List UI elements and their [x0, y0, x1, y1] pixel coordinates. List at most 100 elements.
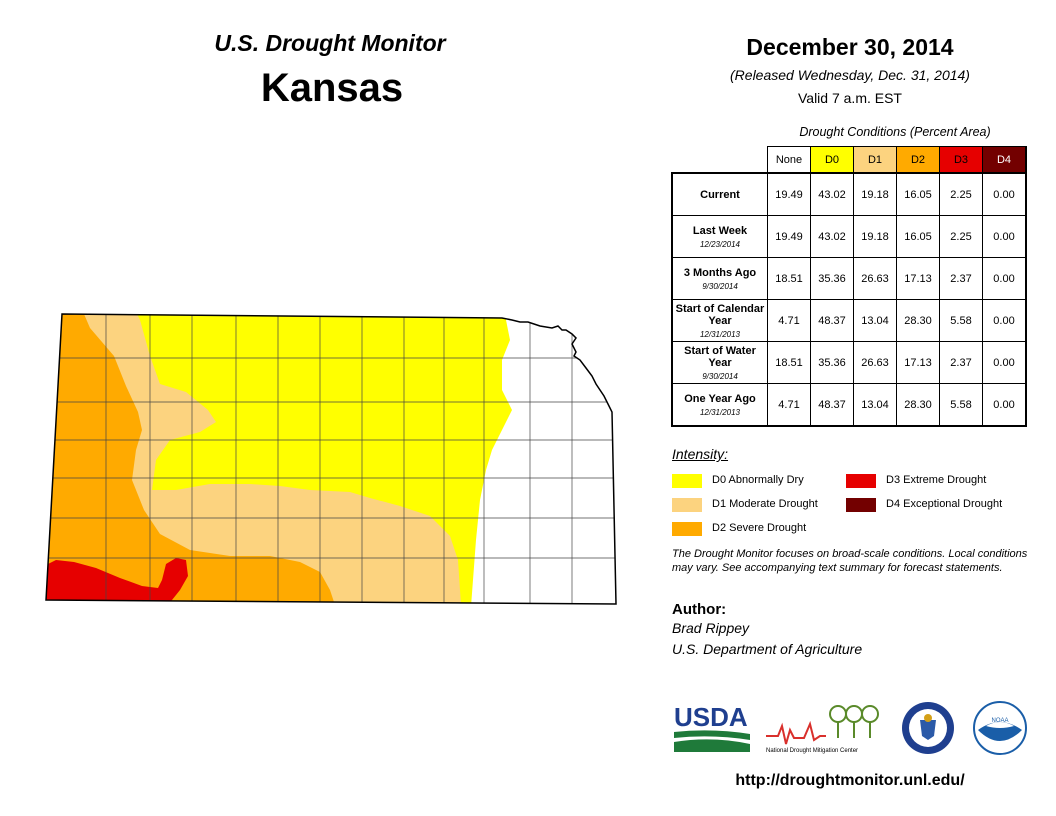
table-row: 3 Months Ago 9/30/2014 18.51 35.36 26.63 17.1… [671, 257, 1027, 300]
table-cell: 35.36 [810, 341, 854, 384]
row-label-text: Start of Water Year [684, 344, 756, 369]
table-cell: 0.00 [982, 172, 1027, 216]
usda-logo: USDA [674, 702, 750, 752]
table-cell: 4.71 [767, 383, 811, 427]
row-label-text: Current [700, 188, 740, 201]
table-cell: 28.30 [896, 299, 940, 342]
table-row: Start of Water Year 9/30/2014 18.51 35.36 26… [671, 341, 1027, 384]
table-cell: 2.37 [939, 341, 983, 384]
row-date: 12/31/2013 [699, 407, 741, 417]
column-header-d0: D0 [810, 146, 854, 174]
map-d2-area [46, 314, 340, 604]
author-org: U.S. Department of Agriculture [672, 641, 863, 657]
table-cell: 48.37 [810, 299, 854, 342]
table-cell: 35.36 [810, 257, 854, 300]
row-label: Start of Water Year 9/30/2014 [671, 341, 768, 384]
table-cell: 0.00 [982, 341, 1027, 384]
noaa-logo: NOAA [973, 701, 1027, 755]
table-cell: 2.25 [939, 215, 983, 258]
valid-time: Valid 7 a.m. EST [797, 90, 902, 106]
row-label: 3 Months Ago 9/30/2014 [671, 257, 768, 300]
row-label-text: One Year Ago [684, 392, 756, 405]
legend-swatch [846, 474, 876, 488]
table-cell: 0.00 [982, 257, 1027, 300]
legend-label: D2 Severe Drought [712, 522, 807, 534]
legend-label: D3 Extreme Drought [886, 474, 987, 486]
release-date: (Released Wednesday, Dec. 31, 2014) [730, 67, 970, 83]
author-heading: Author: [672, 601, 727, 618]
row-label: Last Week 12/23/2014 [671, 215, 768, 258]
table-cell: 26.63 [853, 257, 897, 300]
table-cell: 13.04 [853, 383, 897, 427]
row-label-text: Start of Calendar Year [675, 302, 765, 327]
row-date: 12/23/2014 [699, 239, 741, 249]
table-cell: 19.49 [767, 172, 811, 216]
row-label: One Year Ago 12/31/2013 [671, 383, 768, 427]
table-cell: 2.37 [939, 257, 983, 300]
table-cell: 0.00 [982, 299, 1027, 342]
table-cell: 43.02 [810, 215, 854, 258]
row-date: 12/31/2013 [699, 329, 741, 339]
noaa-logo-text: NOAA [991, 718, 1008, 724]
table-cell: 13.04 [853, 299, 897, 342]
table-caption: Drought Conditions (Percent Area) [799, 125, 991, 139]
map-d3-area [46, 558, 188, 604]
table-cell: 4.71 [767, 299, 811, 342]
table-cell: 48.37 [810, 383, 854, 427]
doc-seal-icon [902, 702, 954, 754]
legend-swatch [672, 498, 702, 512]
map-date: December 30, 2014 [746, 34, 954, 60]
county-grid [46, 314, 616, 604]
legend-label: D1 Moderate Drought [712, 498, 818, 510]
table-cell: 17.13 [896, 257, 940, 300]
row-label: Start of Calendar Year 12/31/2013 [671, 299, 768, 342]
table-cell: 19.18 [853, 215, 897, 258]
row-label-text: 3 Months Ago [683, 266, 757, 279]
table-row: Last Week 12/23/2014 19.49 43.02 19.18 16.05 2… [671, 215, 1027, 258]
legend-label: D0 Abnormally Dry [712, 474, 804, 486]
ndmc-logo: National Drought Mitigation Center [766, 705, 879, 754]
table-cell: 16.05 [896, 215, 940, 258]
legend-swatch [846, 498, 876, 512]
table-cell: 18.51 [767, 341, 811, 384]
table-cell: 26.63 [853, 341, 897, 384]
table-cell: 0.00 [982, 383, 1027, 427]
table-cell: 0.00 [982, 215, 1027, 258]
column-header-d4: D4 [982, 146, 1027, 174]
map-subtitle: U.S. Drought Monitor [214, 30, 446, 56]
row-date: 9/30/2014 [702, 371, 738, 381]
table-cell: 2.25 [939, 172, 983, 216]
column-header-none: None [767, 146, 811, 174]
table-cell: 19.18 [853, 172, 897, 216]
author-name: Brad Rippey [672, 620, 750, 636]
column-header-d3: D3 [939, 146, 983, 174]
kansas-drought-map [45, 313, 617, 605]
legend-title: Intensity: [672, 446, 729, 462]
column-header-d1: D1 [853, 146, 897, 174]
website-url[interactable]: http://droughtmonitor.unl.edu/ [735, 772, 965, 789]
table-row: Start of Calendar Year 12/31/2013 4.71 48.3… [671, 299, 1027, 342]
ndmc-logo-text: National Drought Mitigation Center [766, 748, 858, 754]
table-cell: 18.51 [767, 257, 811, 300]
row-label: Current [671, 172, 768, 216]
table-cell: 16.05 [896, 172, 940, 216]
table-corner [672, 147, 768, 174]
column-header-d2: D2 [896, 146, 940, 174]
table-cell: 17.13 [896, 341, 940, 384]
table-cell: 5.58 [939, 383, 983, 427]
table-cell: 28.30 [896, 383, 940, 427]
legend-label: D4 Exceptional Drought [886, 498, 1003, 510]
state-title: Kansas [260, 66, 404, 110]
row-label-text: Last Week [692, 224, 748, 237]
table-cell: 43.02 [810, 172, 854, 216]
legend-swatch [672, 522, 702, 536]
row-date: 9/30/2014 [702, 281, 738, 291]
table-row: Current 19.49 43.02 19.18 16.05 2.25 0.00 [671, 172, 1027, 216]
disclaimer-note: The Drought Monitor focuses on broad-sca… [672, 548, 1028, 574]
legend-swatch [672, 474, 702, 488]
table-cell: 19.49 [767, 215, 811, 258]
usda-logo-text: USDA [674, 702, 748, 732]
drought-conditions-table: None D0 D1 D2 D3 D4 Current 19.49 43.02 19.18 16.0… [671, 146, 1027, 427]
table-row: One Year Ago 12/31/2013 4.71 48.37 13.04 28.3… [671, 383, 1027, 427]
state-outline [45, 313, 617, 605]
